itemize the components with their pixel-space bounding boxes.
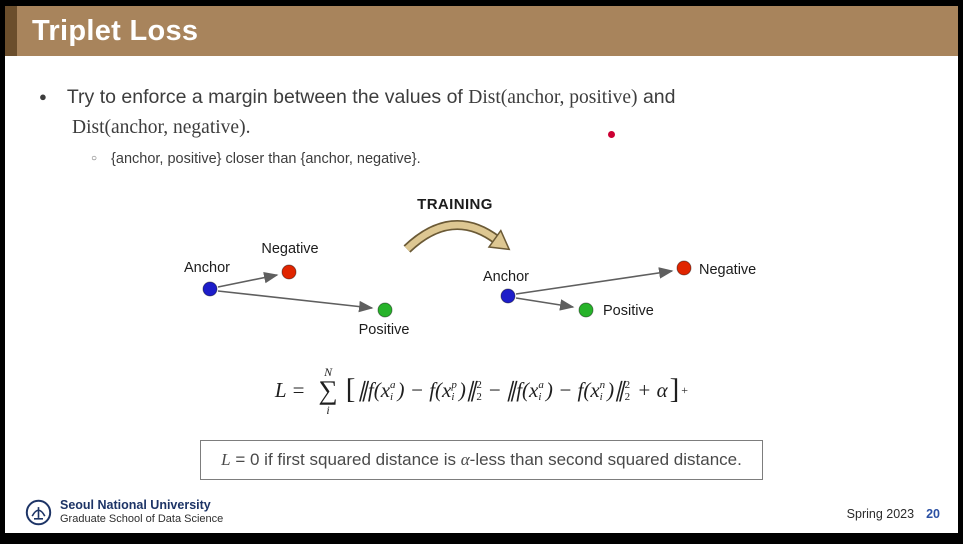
term1-sup: a — [390, 379, 396, 392]
bullet-text-sans-2: and — [637, 86, 676, 108]
right-anchor-label: Anchor — [483, 269, 529, 285]
left-negative-dot — [281, 264, 297, 280]
right-positive-dot — [578, 302, 594, 318]
left-positive-dot — [377, 302, 393, 318]
note-box: L = 0 if first squared distance is α-les… — [200, 440, 763, 480]
left-negative-label: Negative — [261, 241, 318, 257]
footer-left: Seoul National University Graduate Schoo… — [25, 498, 223, 527]
formula-alpha: + α — [637, 378, 668, 403]
slide: Triplet Loss ● Try to enforce a margin b… — [5, 6, 958, 533]
left-anchor-dot — [202, 281, 218, 297]
term1-sup2: p — [451, 379, 457, 392]
right-anchor-dot — [500, 288, 516, 304]
sub-bullet-icon: ○ — [91, 153, 98, 164]
bullet-math-1: Dist(anchor, positive) — [468, 87, 638, 108]
training-label: TRAINING — [417, 196, 493, 213]
bullet-text: Try to enforce a margin between the valu… — [67, 82, 676, 113]
training-arrowhead-icon — [487, 229, 511, 251]
sub-bullet-text: {anchor, positive} closer than {anchor, … — [111, 151, 421, 167]
training-arrow-icon — [404, 221, 499, 252]
right-positive-label: Positive — [603, 303, 654, 319]
term1-sub2: i — [451, 390, 455, 403]
header-accent-bar — [5, 6, 17, 56]
sum-upper: N — [324, 365, 333, 379]
footer-right: Spring 2023 20 — [847, 507, 940, 521]
note-box-wrap: L = 0 if first squared distance is α-les… — [5, 440, 958, 480]
sum-lower: i — [326, 402, 330, 417]
triplet-diagram: TRAINING Anchor Negative Positive Anchor… — [184, 196, 756, 338]
term2-sub: i — [538, 390, 542, 403]
right-negative-label: Negative — [699, 262, 756, 278]
left-anchor-negative-arrow — [217, 271, 279, 288]
slide-header: Triplet Loss — [5, 6, 958, 56]
bullet-text-sans-1: Try to enforce a margin between the valu… — [66, 86, 469, 108]
summation: N ∑ i — [318, 366, 337, 416]
right-anchor-positive-arrow — [515, 297, 575, 311]
footer-text: Seoul National University Graduate Schoo… — [60, 498, 223, 527]
slide-footer: Seoul National University Graduate Schoo… — [5, 495, 958, 529]
left-positive-label: Positive — [359, 322, 410, 338]
school-name: Graduate School of Data Science — [60, 513, 224, 526]
norm1-sub: 2 — [476, 390, 482, 403]
bullet-block: ● Try to enforce a margin between the va… — [39, 82, 899, 169]
term2-sub2: i — [599, 390, 603, 403]
norm2-sup: 2 — [624, 379, 631, 392]
term1-pre: ∥f(x — [357, 378, 391, 403]
norm2-sub: 2 — [624, 390, 631, 403]
sigma-icon: ∑ — [318, 375, 338, 405]
left-anchor-positive-arrow — [217, 290, 374, 313]
term2-post: )∥ — [607, 378, 625, 403]
bullet-icon: ● — [39, 89, 47, 104]
bracket-plus-sub: + — [681, 383, 689, 398]
term1-mid: ) − f(x — [397, 378, 452, 403]
note-end: -less than second squared distance. — [469, 450, 742, 469]
bullet-math-2: Dist(anchor, negative). — [72, 117, 251, 138]
note-L: L — [221, 450, 231, 469]
term-label: Spring 2023 — [846, 507, 915, 521]
page-number: 20 — [926, 507, 940, 521]
laser-pointer-dot — [608, 131, 615, 138]
term1-post: )∥ — [458, 378, 477, 403]
university-name: Seoul National University — [60, 497, 211, 512]
term1-sub: i — [390, 390, 394, 403]
note-alpha: α — [460, 450, 470, 469]
term2-pre: ∥f(x — [505, 378, 539, 403]
left-bracket: [ — [345, 373, 356, 406]
note-mid: = 0 if first squared distance is — [230, 450, 461, 469]
term2-mid: ) − f(x — [545, 378, 600, 403]
bullet-line-1: ● Try to enforce a margin between the va… — [39, 82, 899, 113]
slide-title: Triplet Loss — [32, 14, 199, 47]
right-anchor-negative-arrow — [515, 267, 674, 295]
snu-logo-icon — [25, 499, 52, 526]
norm1-sup: 2 — [476, 379, 482, 392]
formula-lhs: L — [274, 378, 287, 403]
term2-sup: a — [538, 379, 544, 392]
formula-equals: = — [292, 378, 305, 403]
term2-sup2: n — [599, 379, 606, 392]
right-bracket: ] — [669, 373, 680, 406]
right-negative-dot — [676, 260, 692, 276]
formula-minus: − — [488, 378, 501, 403]
sub-bullet: ○ {anchor, positive} closer than {anchor… — [91, 149, 899, 169]
left-anchor-label: Anchor — [184, 260, 230, 276]
